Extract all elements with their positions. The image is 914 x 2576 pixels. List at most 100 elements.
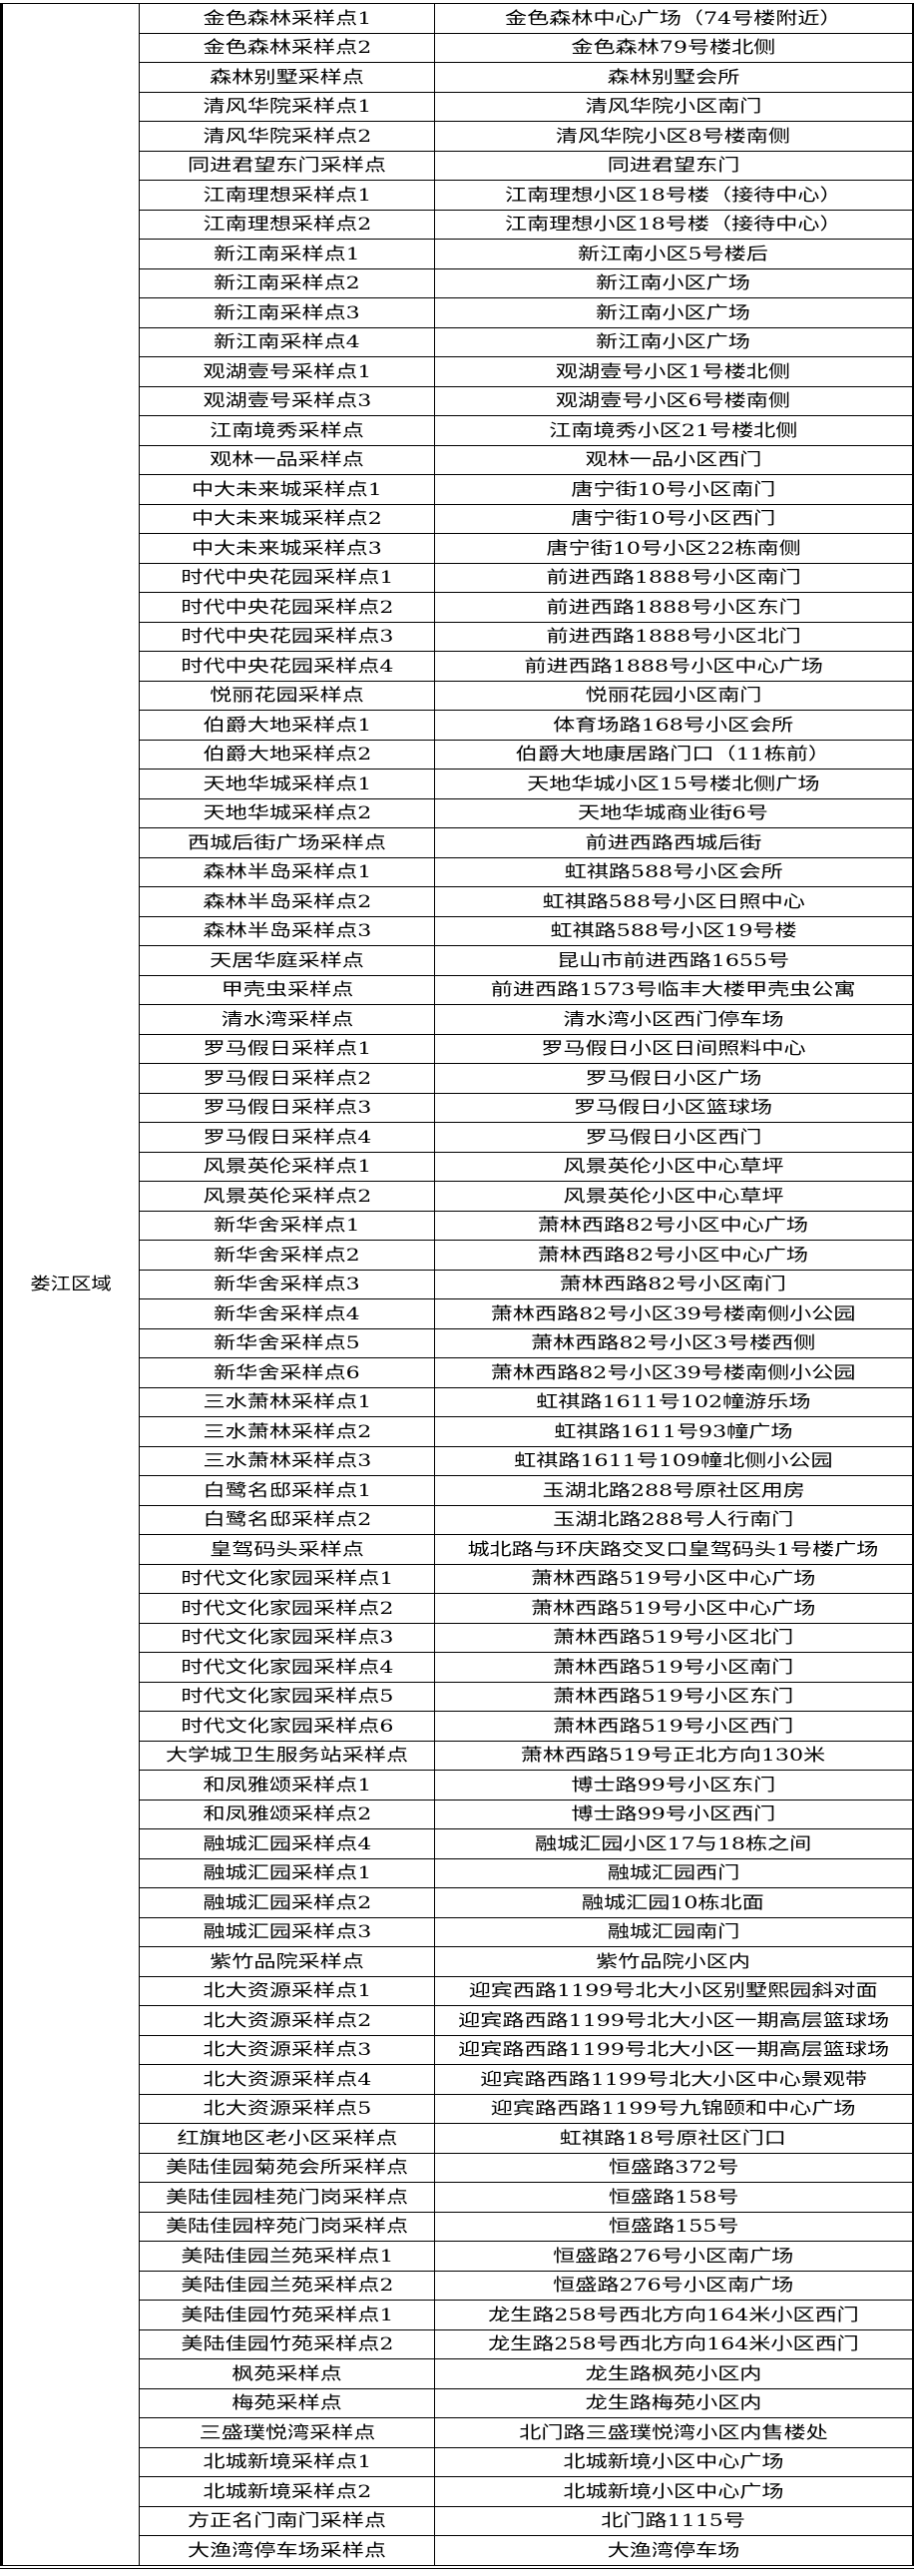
site-address: 江南理想小区18号楼（接待中心）: [504, 215, 842, 236]
site-name-cell: 风景英伦采样点2: [139, 1181, 435, 1212]
site-name: 白鹭名邸采样点2: [203, 1510, 371, 1531]
site-address: 融城汇园南门: [607, 1922, 740, 1943]
table-row: 罗马假日采样点1 罗马假日小区日间照料中心: [2, 1033, 913, 1064]
site-name-cell: 三水萧林采样点2: [139, 1416, 435, 1447]
site-address-cell: 萧林西路519号小区东门: [434, 1681, 913, 1712]
table-row: 北大资源采样点3 迎宾路西路1199号北大小区一期高层篮球场: [2, 2034, 913, 2065]
site-address: 天地华城商业街6号: [578, 803, 769, 824]
site-address: 唐宁街10号小区南门: [571, 479, 776, 500]
site-name: 观林一品采样点: [210, 450, 364, 471]
table-row: 新华舍采样点5 萧林西路82号小区3号楼西侧: [2, 1327, 913, 1358]
site-address-cell: 同进君望东门: [434, 150, 913, 181]
site-name-cell: 天居华庭采样点: [139, 945, 435, 976]
site-address-cell: 前进西路1888号小区东门: [434, 592, 913, 623]
site-address-cell: 融城汇园小区17与18栋之间: [434, 1828, 913, 1859]
site-address: 北门路1115号: [601, 2511, 746, 2532]
site-name: 枫苑采样点: [231, 2363, 342, 2384]
site-address-cell: 新江南小区广场: [434, 267, 913, 298]
site-name: 和凤雅颂采样点2: [203, 1804, 371, 1825]
site-name-cell: 森林半岛采样点2: [139, 886, 435, 917]
site-name-cell: 美陆佳园梓苑门岗采样点: [139, 2211, 435, 2242]
site-address: 北城新境小区中心广场: [563, 2452, 784, 2473]
table-row: 新华舍采样点1 萧林西路82号小区中心广场: [2, 1210, 913, 1241]
site-address-cell: 萧林西路519号正北方向130米: [434, 1740, 913, 1771]
site-name: 时代文化家园采样点6: [181, 1716, 393, 1737]
site-name: 罗马假日采样点4: [203, 1127, 371, 1148]
site-name-cell: 同进君望东门采样点: [139, 150, 435, 181]
site-address-cell: 融城汇园10栋北面: [434, 1887, 913, 1918]
site-name-cell: 清风华院采样点2: [139, 121, 435, 152]
site-address-cell: 萧林西路82号小区中心广场: [434, 1210, 913, 1241]
table-row: 时代文化家园采样点4 萧林西路519号小区南门: [2, 1652, 913, 1683]
site-address: 龙生路258号西北方向164米小区西门: [487, 2305, 859, 2325]
table-row: 北大资源采样点2 迎宾路西路1199号北大小区一期高层篮球场: [2, 2005, 913, 2036]
site-name-cell: 美陆佳园兰苑采样点1: [139, 2241, 435, 2272]
table-row: 时代文化家园采样点3 萧林西路519号小区北门: [2, 1622, 913, 1653]
site-name: 中大未来城采样点1: [192, 479, 382, 500]
site-name-cell: 风景英伦采样点1: [139, 1151, 435, 1182]
site-address: 罗马假日小区篮球场: [574, 1098, 773, 1119]
table-row: 中大未来城采样点2 唐宁街10号小区西门: [2, 503, 913, 534]
site-name: 森林别墅采样点: [210, 67, 364, 88]
site-address: 新江南小区广场: [596, 273, 751, 294]
site-name-cell: 伯爵大地采样点2: [139, 739, 435, 770]
site-name: 同进君望东门采样点: [188, 156, 386, 177]
site-name: 紫竹品院采样点: [210, 1951, 364, 1972]
site-address: 罗马假日小区日间照料中心: [541, 1039, 806, 1060]
table-row: 时代文化家园采样点5 萧林西路519号小区东门: [2, 1681, 913, 1712]
site-address-cell: 萧林西路82号小区3号楼西侧: [434, 1327, 913, 1358]
site-name: 新华舍采样点3: [214, 1275, 360, 1295]
site-address: 萧林西路519号小区南门: [553, 1657, 794, 1678]
site-name-cell: 西城后街广场采样点: [139, 827, 435, 858]
site-name: 森林半岛采样点2: [203, 891, 371, 912]
table-row: 江南理想采样点1 江南理想小区18号楼（接待中心）: [2, 180, 913, 211]
table-row: 时代中央花园采样点2 前进西路1888号小区东门: [2, 592, 913, 623]
site-name-cell: 皇驾码头采样点: [139, 1534, 435, 1565]
table-row: 观湖壹号采样点3 观湖壹号小区6号楼南侧: [2, 385, 913, 416]
table-row: 融城汇园采样点1 融城汇园西门: [2, 1857, 913, 1888]
site-address-cell: 萧林西路82号小区中心广场: [434, 1240, 913, 1271]
site-address: 大渔湾停车场: [607, 2540, 740, 2561]
site-name-cell: 观湖壹号采样点3: [139, 385, 435, 416]
site-address: 北门路三盛璞悦湾小区内售楼处: [519, 2422, 828, 2443]
site-address: 紫竹品院小区内: [596, 1951, 751, 1972]
site-name-cell: 融城汇园采样点4: [139, 1828, 435, 1859]
site-name: 新江南采样点1: [214, 244, 360, 264]
site-address: 前进西路1888号小区东门: [546, 597, 801, 618]
site-address-cell: 天地华城商业街6号: [434, 797, 913, 828]
site-name: 大学城卫生服务站采样点: [165, 1746, 409, 1767]
site-name: 天居华庭采样点: [210, 950, 364, 971]
table-row: 新华舍采样点6 萧林西路82号小区39号楼南侧小公园: [2, 1357, 913, 1388]
table-row: 时代中央花园采样点4 前进西路1888号小区中心广场: [2, 651, 913, 682]
site-name: 融城汇园采样点4: [203, 1833, 371, 1854]
site-address-cell: 恒盛路276号小区南广场: [434, 2270, 913, 2301]
table-row: 大学城卫生服务站采样点 萧林西路519号正北方向130米: [2, 1740, 913, 1771]
site-address-cell: 萧林西路519号小区中心广场: [434, 1593, 913, 1624]
site-name: 新江南采样点2: [214, 273, 360, 294]
site-address-cell: 新江南小区广场: [434, 326, 913, 357]
site-address-cell: 前进西路1573号临丰大楼甲壳虫公寓: [434, 974, 913, 1005]
site-address-cell: 龙生路258号西北方向164米小区西门: [434, 2300, 913, 2330]
site-name: 清风华院采样点1: [203, 97, 371, 118]
site-address-cell: 迎宾路西路1199号九锦颐和中心广场: [434, 2093, 913, 2124]
site-address-cell: 萧林西路82号小区南门: [434, 1269, 913, 1299]
site-address-cell: 清风华院小区南门: [434, 91, 913, 122]
site-name-cell: 美陆佳园竹苑采样点2: [139, 2328, 435, 2359]
site-address: 天地华城小区15号楼北侧广场: [527, 773, 820, 794]
site-address: 萧林西路82号小区3号楼西侧: [531, 1333, 816, 1354]
site-address: 罗马假日小区广场: [585, 1068, 762, 1089]
site-address-cell: 萧林西路82号小区39号楼南侧小公园: [434, 1298, 913, 1329]
site-name: 三水萧林采样点2: [203, 1421, 371, 1442]
site-name: 罗马假日采样点1: [203, 1039, 371, 1060]
table-row: 美陆佳园桂苑门岗采样点 恒盛路158号: [2, 2182, 913, 2213]
site-address-cell: 迎宾路西路1199号北大小区一期高层篮球场: [434, 2005, 913, 2036]
site-address: 恒盛路155号: [608, 2217, 739, 2238]
site-name: 观湖壹号采样点1: [203, 361, 371, 382]
site-name: 融城汇园采样点2: [203, 1892, 371, 1913]
site-name: 红旗地区老小区采样点: [177, 2128, 397, 2149]
site-address: 恒盛路158号: [608, 2187, 739, 2208]
site-address-cell: 江南理想小区18号楼（接待中心）: [434, 209, 913, 240]
site-address-cell: 新江南小区广场: [434, 297, 913, 328]
site-name-cell: 新华舍采样点5: [139, 1327, 435, 1358]
site-address: 龙生路枫苑小区内: [585, 2363, 762, 2384]
